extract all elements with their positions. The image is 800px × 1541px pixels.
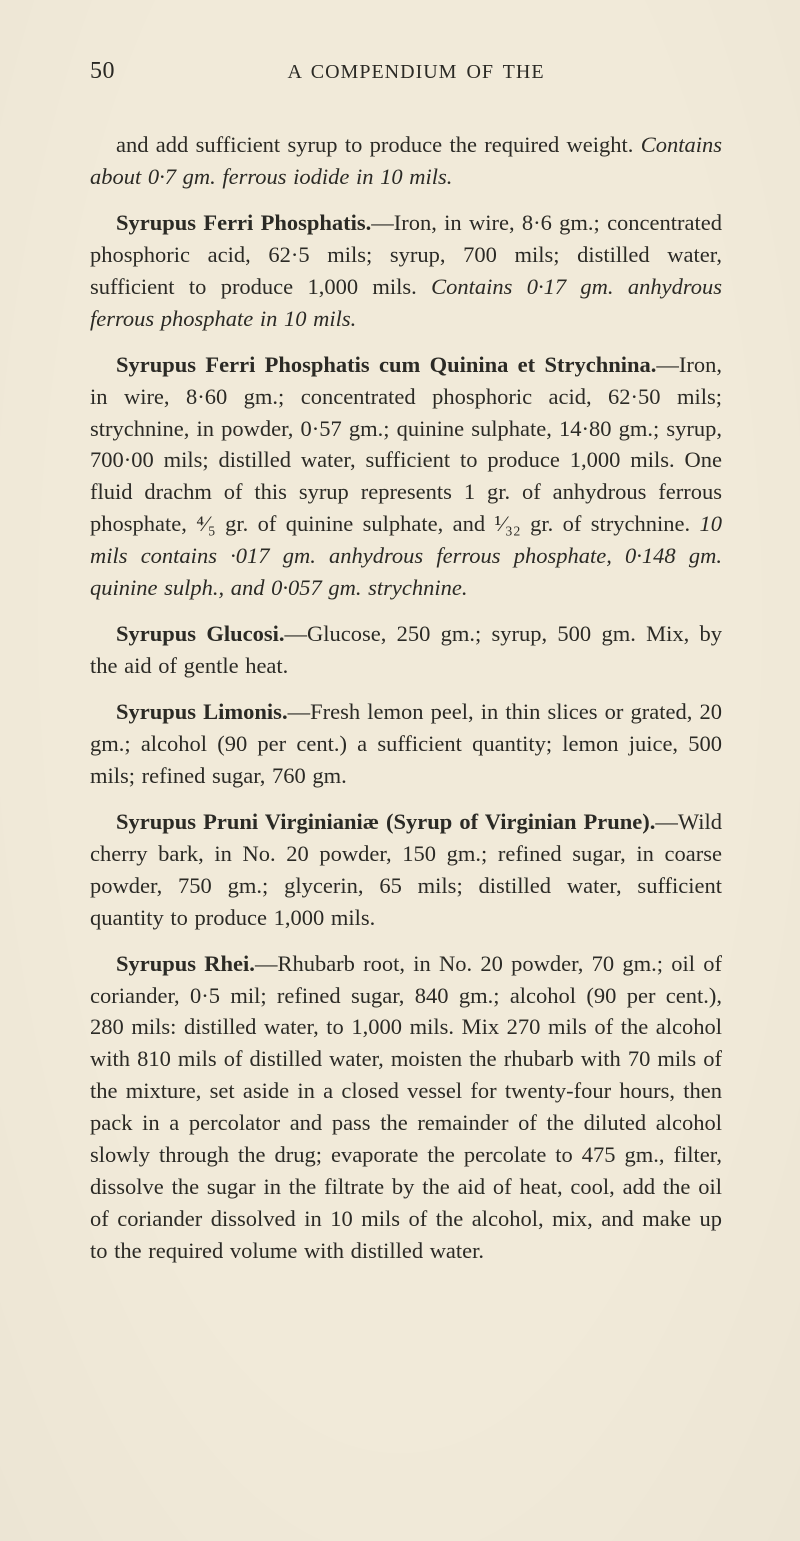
entry-paragraph: and add sufficient syrup to produce the … (90, 129, 722, 193)
entry-heading: Syrupus Ferri Phosphatis. (116, 210, 371, 235)
entry-paragraph: Syrupus Ferri Phosphatis.—Iron, in wire,… (90, 207, 722, 335)
running-header: 50 A COMPENDIUM OF THE (90, 58, 722, 85)
entry-lead-text: and add sufficient syrup to produce the … (116, 132, 641, 157)
entry-paragraph: Syrupus Glucosi.—Glucose, 250 gm.; syrup… (90, 618, 722, 682)
entry-heading: Syrupus Pruni Virginianiæ (Syrup of Virg… (116, 809, 655, 834)
entry-heading: Syrupus Glucosi. (116, 621, 284, 646)
entries-container: and add sufficient syrup to produce the … (90, 129, 722, 1267)
page-number: 50 (90, 58, 160, 85)
entry-heading: Syrupus Limonis. (116, 699, 288, 724)
entry-heading: Syrupus Rhei. (116, 951, 255, 976)
entry-paragraph: Syrupus Ferri Phosphatis cum Quinina et … (90, 349, 722, 605)
entry-heading: Syrupus Ferri Phosphatis cum Quinina et … (116, 352, 656, 377)
entry-paragraph: Syrupus Rhei.—Rhubarb root, in No. 20 po… (90, 948, 722, 1267)
entry-paragraph: Syrupus Pruni Virginianiæ (Syrup of Virg… (90, 806, 722, 934)
entry-body-text: —Iron, in wire, 8·60 gm.; concentrated p… (90, 352, 722, 537)
entry-body-text: —Rhubarb root, in No. 20 powder, 70 gm.;… (90, 951, 722, 1263)
entry-paragraph: Syrupus Limonis.—Fresh lemon peel, in th… (90, 696, 722, 792)
running-title: A COMPENDIUM OF THE (160, 61, 722, 84)
